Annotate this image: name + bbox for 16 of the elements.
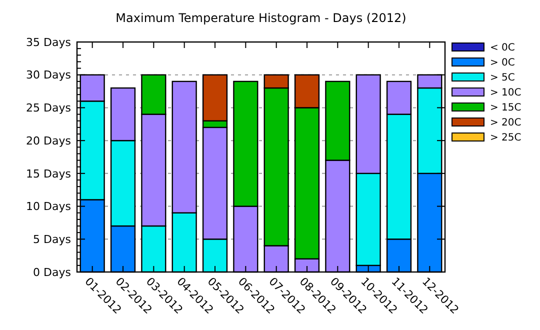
y-tick-label: 20 Days bbox=[26, 134, 72, 148]
legend-label: > 5C bbox=[490, 72, 515, 84]
legend-label: > 10C bbox=[490, 88, 522, 98]
y-tick-label: 0 Days bbox=[33, 266, 72, 279]
y-tick-label: 25 Days bbox=[26, 102, 72, 115]
chart-title: Maximum Temperature Histogram - Days (2012) bbox=[116, 11, 406, 25]
y-tick-label: 10 Days bbox=[26, 200, 72, 214]
y-tick-label: 5 Days bbox=[33, 232, 72, 246]
legend-label: > 20C bbox=[490, 118, 522, 128]
legend-label: > 25C bbox=[490, 132, 522, 144]
legend-label: > 15C bbox=[490, 102, 522, 114]
legend-label: > 0C bbox=[490, 58, 515, 68]
legend-label: < 0C bbox=[490, 42, 515, 54]
y-tick-label: 15 Days bbox=[26, 167, 72, 180]
y-tick-label: 30 Days bbox=[26, 68, 72, 82]
y-tick-label: 35 Days bbox=[26, 36, 72, 49]
